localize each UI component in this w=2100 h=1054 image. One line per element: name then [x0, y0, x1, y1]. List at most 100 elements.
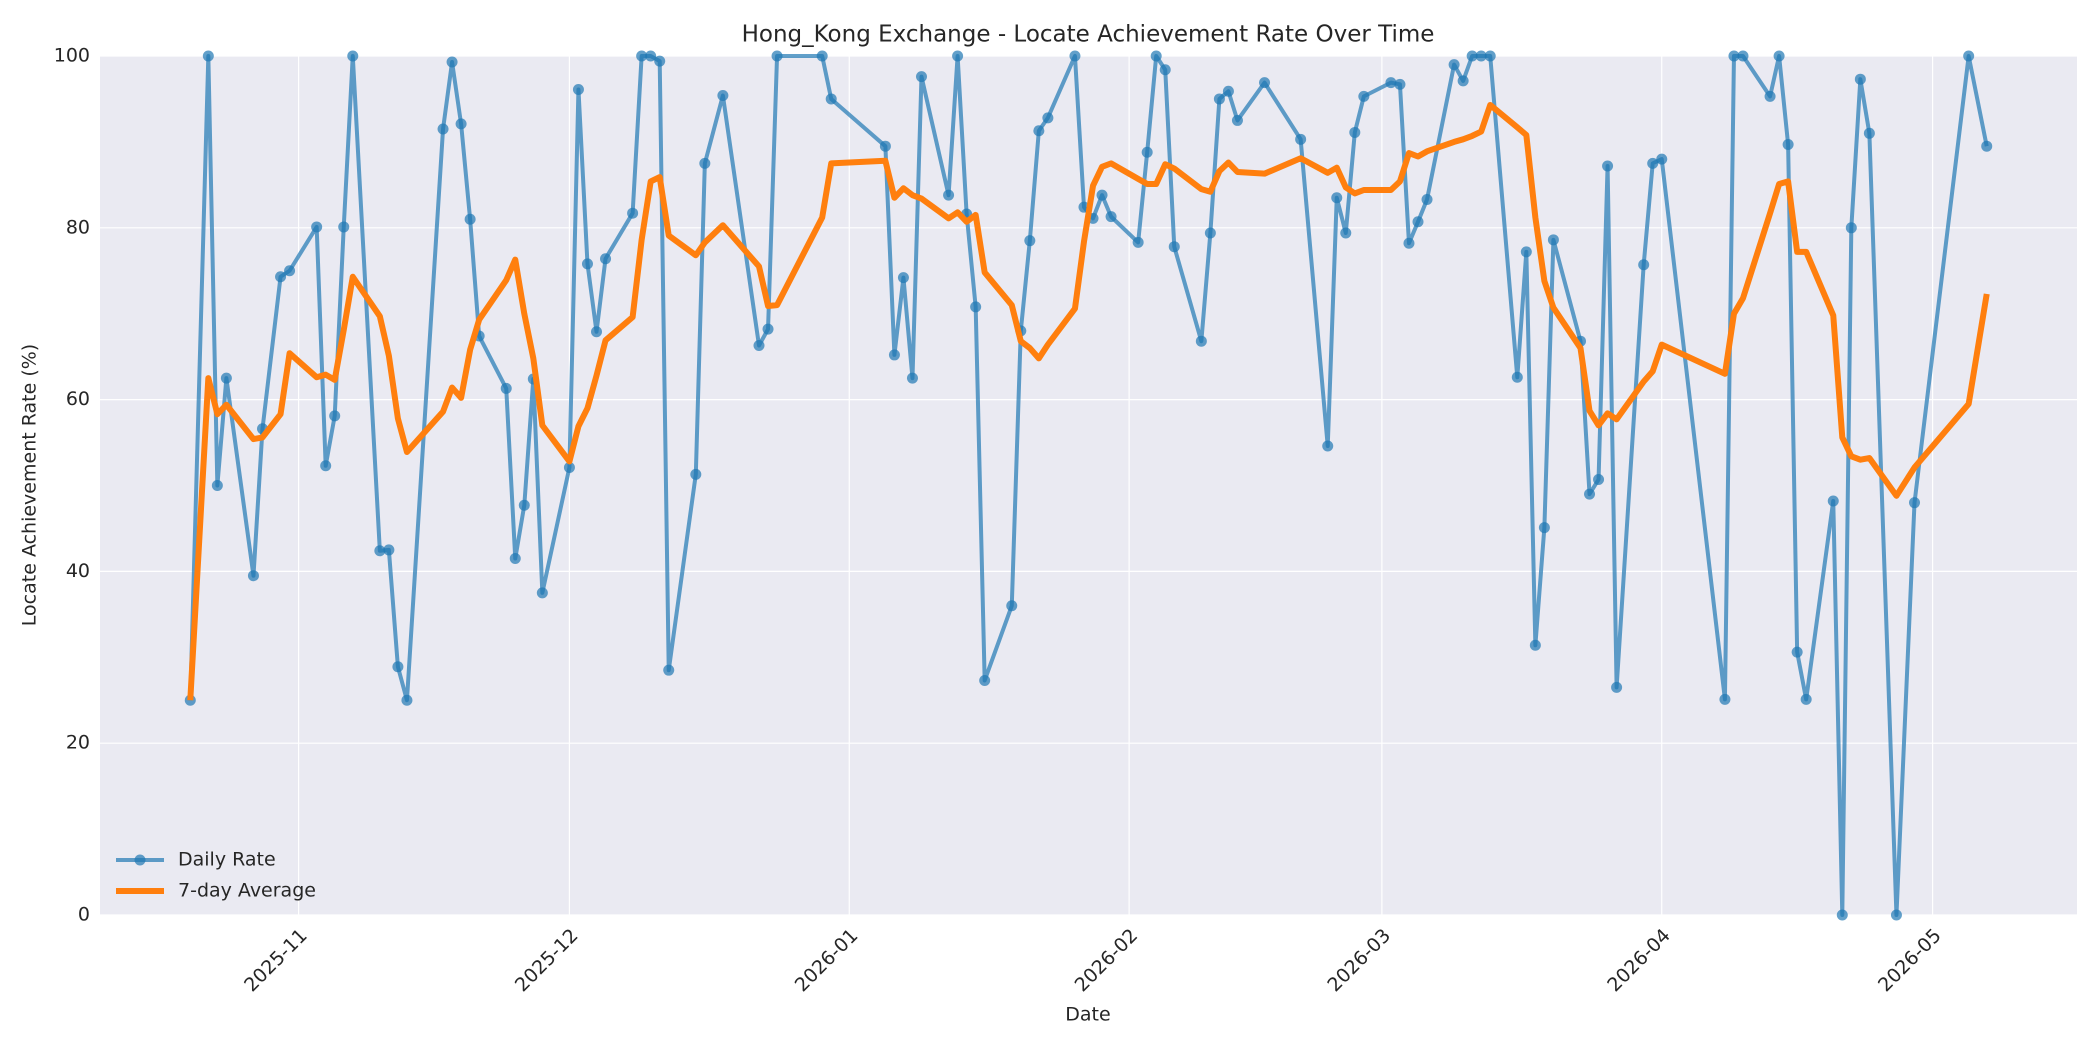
- data-point: [1006, 600, 1018, 612]
- y-axis-label: Locate Achievement Rate (%): [19, 344, 41, 626]
- y-tick-label: 20: [66, 732, 90, 754]
- data-point: [1168, 241, 1180, 253]
- x-axis-label: Date: [1065, 1004, 1110, 1026]
- data-point: [645, 50, 657, 62]
- data-point: [1340, 227, 1352, 239]
- data-point: [1647, 157, 1659, 169]
- data-point: [1295, 133, 1307, 145]
- data-point: [1457, 75, 1469, 87]
- x-tick-label: 2025-11: [240, 925, 312, 997]
- data-point: [1385, 77, 1397, 89]
- data-point: [275, 271, 287, 283]
- data-point: [1231, 114, 1243, 126]
- data-point: [1475, 50, 1487, 62]
- data-point: [897, 272, 909, 284]
- series-line: [187, 101, 1990, 701]
- data-point: [1394, 78, 1406, 90]
- legend-marker: [134, 854, 146, 866]
- data-point: [347, 50, 359, 62]
- data-point: [1141, 146, 1153, 158]
- data-point: [581, 258, 593, 270]
- data-point: [1132, 236, 1144, 248]
- legend: Daily Rate 7-day Average: [116, 849, 316, 902]
- data-point: [401, 694, 413, 706]
- data-point: [1358, 90, 1370, 102]
- data-point: [1863, 127, 1875, 139]
- data-point: [1773, 50, 1785, 62]
- data-point: [1042, 112, 1054, 124]
- data-point: [1854, 73, 1866, 85]
- y-tick-label: 40: [66, 560, 90, 582]
- data-point: [1033, 125, 1045, 137]
- data-point: [753, 339, 765, 351]
- data-point: [500, 382, 512, 394]
- chart-title: Hong_Kong Exchange - Locate Achievement …: [742, 22, 1435, 48]
- data-point: [247, 570, 259, 582]
- grid: [100, 55, 2077, 916]
- data-point: [627, 207, 639, 219]
- data-point: [888, 349, 900, 361]
- x-tick-label: 2026-03: [1323, 925, 1395, 997]
- data-point: [518, 499, 530, 511]
- data-point: [1547, 234, 1559, 246]
- data-point: [1538, 522, 1550, 534]
- x-tick-label: 2025-12: [511, 925, 583, 997]
- data-point: [1827, 495, 1839, 507]
- data-point: [1322, 440, 1334, 452]
- data-point: [1602, 160, 1614, 172]
- data-point: [1259, 77, 1271, 89]
- data-point: [1890, 909, 1902, 921]
- data-point: [1105, 211, 1117, 223]
- data-point: [1656, 153, 1668, 165]
- data-point: [915, 71, 927, 83]
- data-point: [1963, 50, 1975, 62]
- data-point: [374, 545, 386, 557]
- data-point: [329, 410, 341, 422]
- data-point: [1096, 189, 1108, 201]
- data-point: [1520, 246, 1532, 258]
- data-point: [1737, 50, 1749, 62]
- data-point: [1331, 192, 1343, 204]
- data-point: [1349, 126, 1361, 138]
- data-point: [211, 480, 223, 491]
- data-point: [690, 468, 702, 480]
- data-point: [383, 544, 395, 556]
- data-point: [1159, 64, 1171, 76]
- data-point: [636, 50, 648, 62]
- data-point: [970, 301, 982, 313]
- data-point: [1981, 140, 1993, 152]
- data-point: [979, 674, 991, 686]
- legend-label: 7-day Average: [178, 880, 316, 902]
- data-point: [572, 84, 584, 96]
- data-point: [1421, 193, 1433, 205]
- data-point: [392, 661, 404, 673]
- data-point: [1204, 227, 1216, 239]
- data-point: [943, 189, 955, 201]
- data-point: [311, 221, 323, 233]
- data-point: [1593, 473, 1605, 485]
- data-point: [906, 372, 918, 384]
- data-point: [663, 664, 675, 676]
- data-point: [1150, 50, 1162, 62]
- data-point: [1584, 488, 1596, 500]
- data-point: [1909, 497, 1921, 509]
- data-point: [952, 50, 964, 62]
- data-point: [1728, 50, 1740, 62]
- data-point: [1511, 371, 1523, 383]
- data-point: [1782, 138, 1794, 150]
- data-point: [1448, 59, 1460, 71]
- data-point: [1195, 335, 1207, 347]
- data-point: [717, 90, 729, 102]
- x-tick-label: 2026-05: [1874, 925, 1946, 997]
- data-point: [825, 93, 837, 105]
- data-point: [1213, 93, 1225, 105]
- data-point: [771, 50, 783, 62]
- y-tick-label: 100: [54, 45, 90, 67]
- data-point: [1222, 85, 1234, 97]
- data-point: [1638, 259, 1650, 271]
- data-point: [1403, 237, 1415, 249]
- data-point: [455, 118, 467, 130]
- data-point: [1412, 216, 1424, 228]
